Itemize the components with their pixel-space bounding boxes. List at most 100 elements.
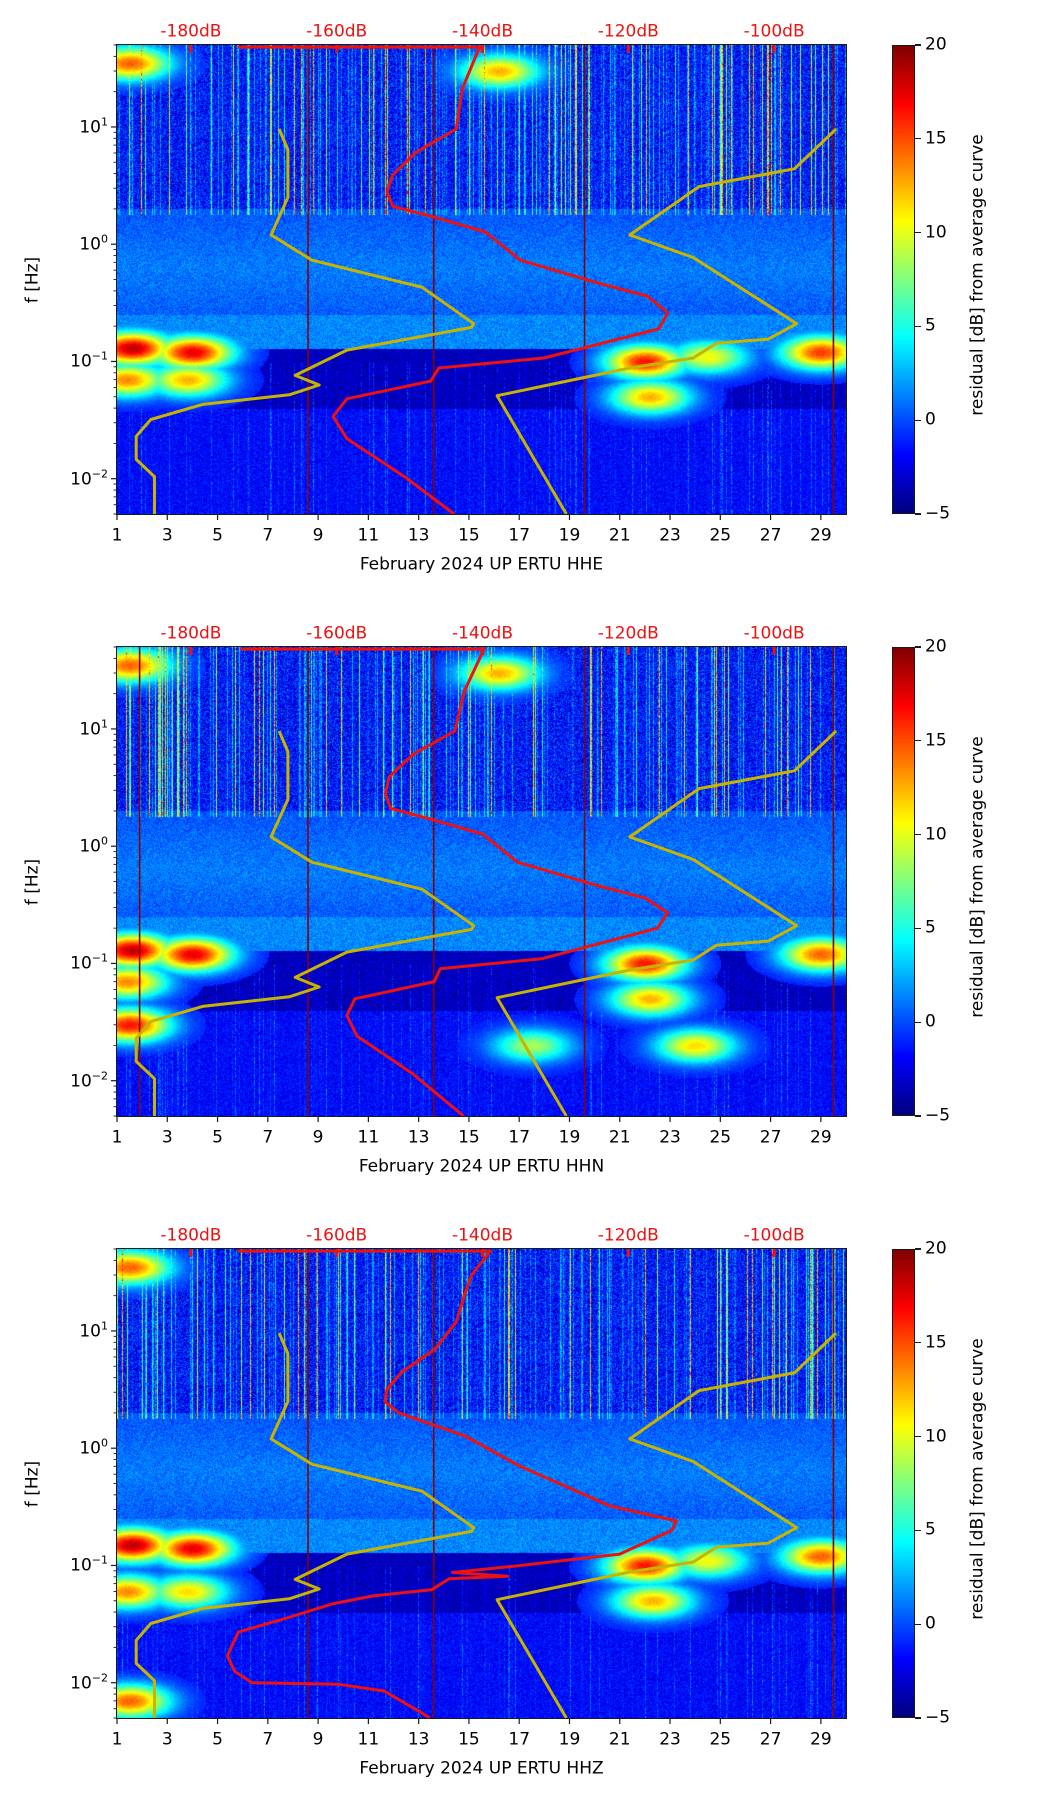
y-tick-exponent: −2	[91, 1069, 108, 1083]
x-tick-label: 15	[458, 1729, 480, 1750]
colorbar-tick-mark	[915, 1248, 921, 1250]
x-tick-label: 9	[312, 1127, 324, 1148]
db-axis-label: -160dB	[306, 1225, 368, 1246]
y-tick-label: 100	[79, 836, 108, 857]
y-tick-exponent: 1	[101, 717, 108, 731]
y-tick-label: 10−2	[70, 1070, 108, 1092]
x-tick-label: 13	[407, 1729, 430, 1750]
db-axis-label: -180dB	[160, 623, 222, 644]
x-tick-label: 25	[709, 1729, 732, 1750]
x-tick-label: 21	[608, 1127, 631, 1148]
colorbar-tick-label: 10	[925, 1426, 947, 1447]
x-tick-label: 11	[357, 1729, 380, 1750]
y-tick-exponent: −1	[91, 951, 108, 965]
x-tick-label: 7	[262, 525, 274, 546]
y-tick-exponent: −1	[91, 1553, 108, 1567]
x-tick-label: 23	[659, 1729, 681, 1750]
average-psd-curve	[240, 647, 670, 1118]
colorbar-tick-label: −5	[925, 503, 951, 524]
y-tick-label: 10−1	[70, 953, 108, 973]
x-tick-label: 17	[508, 525, 531, 546]
y-tick-label: 101	[79, 718, 108, 738]
colorbar-tick-label: 0	[925, 1613, 936, 1634]
y-tick-base: 10	[79, 836, 101, 857]
colorbar-tick-mark	[915, 44, 921, 46]
colorbar-tick-mark	[915, 513, 921, 515]
colorbar-tick-label: 5	[925, 1519, 936, 1540]
x-tick-label: 27	[759, 525, 782, 546]
x-tick-label: 13	[407, 1127, 430, 1148]
curve-overlay	[111, 646, 838, 1122]
y-axis-label: f [Hz]	[22, 858, 43, 905]
spectrogram-image	[117, 647, 846, 1116]
colorbar-tick-mark	[915, 646, 921, 648]
db-axis-label: -120dB	[597, 1225, 659, 1246]
colorbar-tick-label: 20	[925, 1238, 947, 1259]
colorbar-tick-mark	[915, 138, 921, 140]
x-tick-label: 29	[810, 525, 832, 546]
x-tick-label: 1	[111, 1127, 123, 1148]
y-tick-base: 10	[70, 1071, 92, 1092]
x-tick-label: 5	[212, 525, 223, 546]
spectrogram-plot-hhz	[111, 1248, 846, 1724]
x-tick-label: 27	[759, 1729, 782, 1750]
y-axis-label: f [Hz]	[22, 256, 43, 303]
x-tick-label: 7	[262, 1127, 274, 1148]
average-psd-curve	[225, 1249, 678, 1720]
db-axis-label: -100dB	[743, 1225, 805, 1246]
colorbar-tick-label: 15	[925, 128, 947, 149]
x-tick-label: 17	[508, 1127, 531, 1148]
y-tick-label: 101	[79, 1320, 108, 1340]
colorbar-tick-label: 5	[925, 917, 936, 938]
x-tick-label: 21	[608, 1729, 631, 1750]
colorbar-tick-label: 5	[925, 315, 936, 336]
y-tick-exponent: −2	[91, 467, 108, 481]
y-tick-base: 10	[70, 469, 92, 490]
y-tick-base: 10	[70, 351, 92, 372]
x-axis-label: February 2024 UP ERTU HHE	[359, 554, 604, 575]
db-axis-label: -100dB	[743, 623, 805, 644]
colorbar-label: residual [dB] from average curve	[967, 735, 988, 1018]
y-tick-label: 10−1	[70, 351, 108, 372]
colorbar-tick-label: 15	[925, 730, 947, 751]
colorbar-tick-mark	[915, 419, 921, 421]
x-axis-label: February 2024 UP ERTU HHN	[358, 1156, 605, 1177]
y-tick-base: 10	[70, 1673, 92, 1694]
spectrogram-image	[117, 45, 846, 514]
colorbar-tick-label: 20	[925, 34, 947, 55]
colorbar-label: residual [dB] from average curve	[967, 133, 988, 416]
db-axis-label: -160dB	[306, 21, 368, 42]
nlnm-curve	[134, 128, 476, 514]
x-tick-label: 19	[558, 1127, 581, 1148]
colorbar-tick-mark	[915, 325, 921, 327]
x-tick-label: 1	[111, 1729, 123, 1750]
x-tick-label: 3	[161, 525, 173, 546]
x-tick-label: 15	[458, 525, 480, 546]
average-psd-curve	[237, 45, 670, 516]
y-tick-base: 10	[70, 1555, 92, 1576]
y-tick-base: 10	[79, 1438, 101, 1459]
y-tick-label: 10−1	[70, 1555, 108, 1576]
x-tick-label: 27	[759, 1127, 782, 1148]
x-tick-label: 9	[312, 525, 324, 546]
x-tick-label: 11	[357, 1127, 380, 1148]
colorbar-tick-mark	[915, 1115, 921, 1117]
y-tick-exponent: 1	[101, 115, 108, 129]
nhnm-curve	[495, 729, 838, 1117]
x-tick-label: 15	[458, 1127, 480, 1148]
colorbar-tick-label: 10	[925, 824, 947, 845]
x-tick-label: 21	[608, 525, 631, 546]
x-tick-label: 19	[558, 1729, 581, 1750]
colorbar-tick-mark	[915, 740, 921, 742]
colorbar	[892, 647, 915, 1116]
colorbar-tick-mark	[915, 1623, 921, 1625]
x-tick-label: 25	[709, 525, 732, 546]
colorbar-tick-mark	[915, 1436, 921, 1438]
colorbar-tick-label: −5	[925, 1105, 951, 1126]
x-tick-label: 7	[262, 1729, 274, 1750]
curve-overlay	[111, 1248, 838, 1724]
colorbar-tick-mark	[915, 1529, 921, 1531]
x-tick-label: 29	[810, 1127, 832, 1148]
colorbar-tick-label: 0	[925, 409, 936, 430]
colorbar	[892, 1249, 915, 1718]
